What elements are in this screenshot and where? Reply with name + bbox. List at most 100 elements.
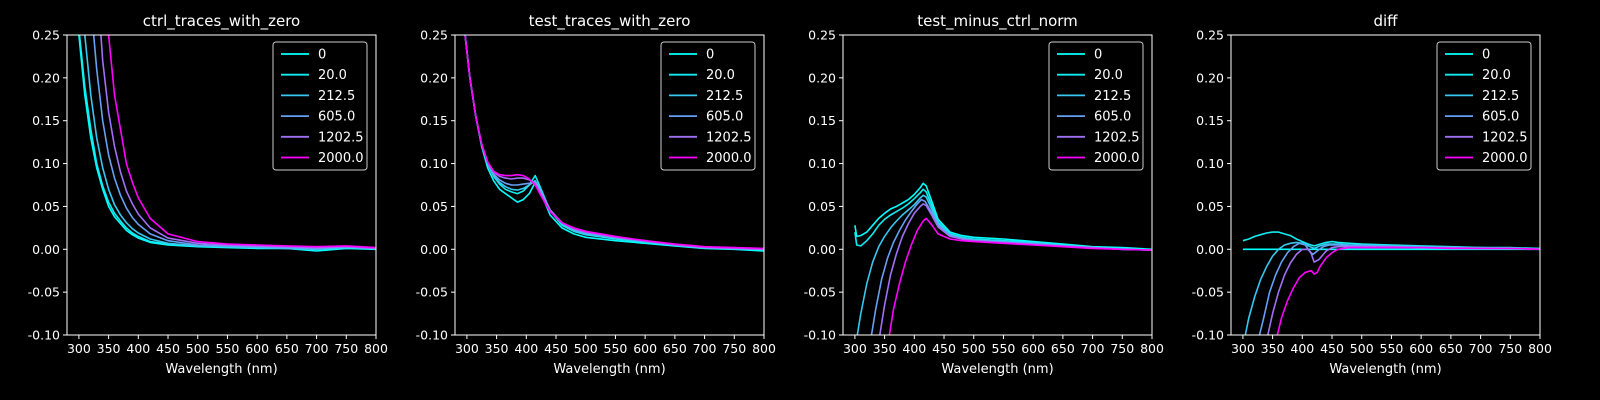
y-tick-label: 0.00 bbox=[420, 242, 448, 257]
legend-label: 2000.0 bbox=[318, 151, 364, 166]
legend-entry: 0 bbox=[1057, 48, 1102, 63]
legend-entry: 212.5 bbox=[281, 89, 355, 104]
legend-entry: 20.0 bbox=[1445, 68, 1511, 83]
y-tick-label: -0.05 bbox=[416, 285, 448, 300]
y-tick-label: 0.10 bbox=[420, 156, 448, 171]
x-axis-label: Wavelength (nm) bbox=[553, 362, 665, 377]
chart-panel-3: test_minus_ctrl_norm 300 350 400 450 500 550 60… bbox=[804, 12, 1164, 377]
y-tick-label: -0.10 bbox=[416, 328, 448, 343]
legend-entry: 2000.0 bbox=[669, 151, 752, 166]
x-tick-label: 300 bbox=[843, 341, 867, 356]
y-tick-label: 0.05 bbox=[420, 199, 448, 214]
legend-entry: 1202.5 bbox=[1057, 130, 1140, 145]
legend-entry: 2000.0 bbox=[1057, 151, 1140, 166]
x-tick-label: 500 bbox=[1350, 341, 1374, 356]
x-tick-label: 750 bbox=[334, 341, 358, 356]
x-tick-label: 600 bbox=[1409, 341, 1433, 356]
x-tick-label: 600 bbox=[1021, 341, 1045, 356]
chart-title: diff bbox=[1373, 12, 1398, 30]
x-tick-label: 350 bbox=[485, 341, 509, 356]
legend-label: 212.5 bbox=[706, 89, 743, 104]
series-line-3 bbox=[92, 35, 376, 250]
y-tick-label: -0.10 bbox=[1192, 328, 1224, 343]
axes-frame bbox=[842, 34, 1153, 336]
series-line-3 bbox=[1258, 242, 1540, 335]
legend-label: 1202.5 bbox=[706, 130, 752, 145]
y-tick-label: 0.15 bbox=[420, 113, 448, 128]
legend: 0 20.0 212.5 605.0 1202.5 2000.0 bbox=[660, 41, 756, 171]
x-axis-label: Wavelength (nm) bbox=[165, 362, 277, 377]
x-tick-label: 300 bbox=[67, 341, 91, 356]
legend-label: 605.0 bbox=[1482, 110, 1519, 125]
series-lines bbox=[78, 35, 376, 252]
y-tick-label: 0.05 bbox=[808, 199, 836, 214]
legend-label: 20.0 bbox=[706, 68, 735, 83]
y-tick-label: 0.15 bbox=[808, 113, 836, 128]
x-tick-label: 800 bbox=[364, 341, 388, 356]
series-line-5 bbox=[107, 35, 376, 249]
y-tick-label: 0.15 bbox=[32, 113, 60, 128]
x-tick-label: 300 bbox=[455, 341, 479, 356]
legend-label: 0 bbox=[1094, 48, 1102, 63]
legend-entry: 1202.5 bbox=[669, 130, 752, 145]
legend-entry: 212.5 bbox=[669, 89, 743, 104]
y-tick-label: -0.05 bbox=[804, 285, 836, 300]
x-tick-label: 400 bbox=[902, 341, 926, 356]
y-tick-label: -0.05 bbox=[1192, 285, 1224, 300]
series-line-4 bbox=[879, 203, 1152, 335]
y-tick-label: 0.00 bbox=[808, 242, 836, 257]
legend-label: 20.0 bbox=[1482, 68, 1511, 83]
x-tick-label: 400 bbox=[126, 341, 150, 356]
legend-label: 1202.5 bbox=[1094, 130, 1140, 145]
y-tick-label: 0.20 bbox=[1196, 70, 1224, 85]
legend-entry: 20.0 bbox=[669, 68, 735, 83]
series-lines bbox=[1242, 231, 1540, 335]
axes-frame bbox=[454, 34, 765, 336]
x-axis-label: Wavelength (nm) bbox=[1329, 362, 1441, 377]
x-tick-label: 300 bbox=[1231, 341, 1255, 356]
legend: 0 20.0 212.5 605.0 1202.5 2000.0 bbox=[1048, 41, 1144, 171]
legend-label: 0 bbox=[706, 48, 714, 63]
legend-label: 212.5 bbox=[1482, 89, 1519, 104]
legend-label: 1202.5 bbox=[1482, 130, 1528, 145]
x-tick-label: 550 bbox=[216, 341, 240, 356]
x-tick-label: 500 bbox=[186, 341, 210, 356]
legend-label: 0 bbox=[1482, 48, 1490, 63]
chart-panel-2: test_traces_with_zero 300 350 400 450 500 550 6… bbox=[416, 12, 776, 377]
x-tick-label: 800 bbox=[1528, 341, 1552, 356]
legend-label: 2000.0 bbox=[706, 151, 752, 166]
x-tick-label: 500 bbox=[574, 341, 598, 356]
legend-entry: 1202.5 bbox=[1445, 130, 1528, 145]
legend-entry: 20.0 bbox=[1057, 68, 1123, 83]
x-tick-label: 550 bbox=[992, 341, 1016, 356]
x-tick-label: 750 bbox=[1110, 341, 1134, 356]
x-tick-label: 550 bbox=[604, 341, 628, 356]
legend-entry: 605.0 bbox=[1057, 110, 1131, 125]
series-lines bbox=[854, 182, 1152, 335]
y-tick-label: 0.00 bbox=[1196, 242, 1224, 257]
legend: 0 20.0 212.5 605.0 1202.5 2000.0 bbox=[1436, 41, 1532, 171]
legend-entry: 605.0 bbox=[1445, 110, 1519, 125]
series-line-2 bbox=[1244, 241, 1540, 335]
x-tick-label: 750 bbox=[1498, 341, 1522, 356]
x-tick-label: 350 bbox=[1261, 341, 1285, 356]
axes-frame bbox=[66, 34, 377, 336]
x-tick-label: 450 bbox=[544, 341, 568, 356]
x-tick-label: 450 bbox=[156, 341, 180, 356]
series-line-5 bbox=[464, 35, 764, 250]
x-tick-label: 650 bbox=[275, 341, 299, 356]
legend-label: 2000.0 bbox=[1094, 151, 1140, 166]
x-tick-label: 350 bbox=[873, 341, 897, 356]
x-tick-label: 400 bbox=[514, 341, 538, 356]
series-line-0 bbox=[464, 35, 764, 252]
x-tick-label: 700 bbox=[305, 341, 329, 356]
y-tick-label: 0.05 bbox=[32, 199, 60, 214]
legend-label: 1202.5 bbox=[318, 130, 364, 145]
x-tick-label: 600 bbox=[633, 341, 657, 356]
legend-entry: 0 bbox=[669, 48, 714, 63]
legend-label: 212.5 bbox=[1094, 89, 1131, 104]
series-line-4 bbox=[1267, 245, 1540, 335]
legend-label: 0 bbox=[318, 48, 326, 63]
legend-entry: 605.0 bbox=[281, 110, 355, 125]
